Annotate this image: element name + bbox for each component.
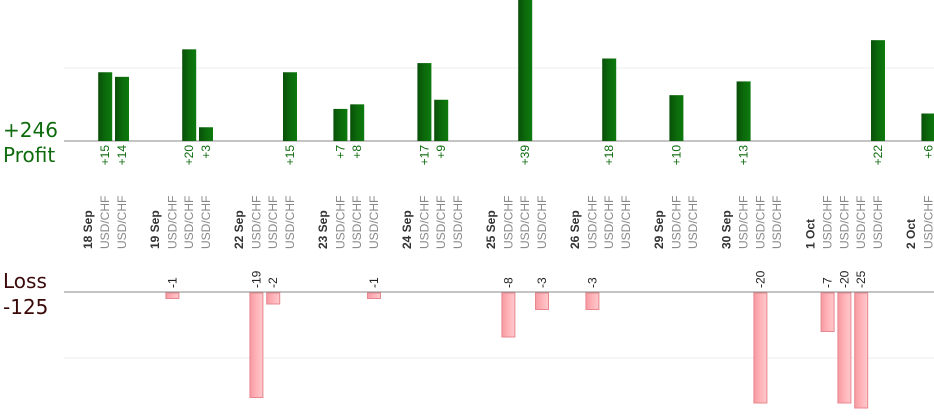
profit-value-label: +15: [98, 145, 112, 166]
profit-value-label: +10: [669, 145, 683, 166]
profit-value-label: +9: [434, 145, 448, 159]
pair-label: USD/CHF: [602, 196, 616, 249]
pair-label: USD/CHF: [266, 196, 280, 249]
pair-label: USD/CHF: [921, 196, 934, 249]
pair-label: USD/CHF: [669, 196, 683, 249]
profit-bar: [518, 0, 533, 141]
profit-value-label: +17: [417, 145, 431, 166]
date-label: 22 Sep: [232, 210, 246, 249]
loss-value-label: -8: [501, 277, 515, 288]
loss-value-label: -1: [367, 277, 381, 288]
pair-label: USD/CHF: [854, 196, 868, 249]
profit-bar: [115, 76, 129, 141]
profit-total: +246: [3, 118, 58, 142]
profit-bar: [199, 127, 213, 141]
profit-value-label: +13: [737, 145, 751, 166]
pair-label: USD/CHF: [283, 196, 297, 249]
pair-label: USD/CHF: [115, 196, 129, 249]
loss-total: -125: [3, 295, 49, 319]
profit-value-label: +3: [199, 145, 213, 159]
date-label: 1 Oct: [803, 219, 817, 249]
loss-bar: [367, 292, 381, 299]
date-label: 30 Sep: [719, 210, 733, 249]
date-label: 24 Sep: [400, 210, 414, 249]
profit-bar: [98, 72, 113, 141]
profit-value-label: +6: [921, 145, 934, 159]
loss-bar: [753, 292, 768, 404]
profit-bar: [921, 113, 934, 141]
profit-value-label: +22: [871, 145, 885, 166]
profit-bar: [434, 99, 449, 141]
pair-label: USD/CHF: [686, 196, 700, 249]
profit-value-label: +14: [115, 145, 129, 166]
loss-bar: [165, 292, 180, 299]
profit-value-label: +39: [518, 145, 532, 166]
date-label: 18 Sep: [81, 210, 95, 249]
pair-label: USD/CHF: [837, 196, 851, 249]
loss-value-label: -19: [249, 270, 263, 288]
pair-label: USD/CHF: [737, 196, 751, 249]
profit-value-label: +20: [182, 145, 196, 166]
date-label: 26 Sep: [568, 210, 582, 249]
loss-value-label: -1: [165, 277, 179, 288]
pair-label: USD/CHF: [535, 196, 549, 249]
loss-value-label: -20: [837, 270, 851, 288]
pair-label: USD/CHF: [182, 196, 196, 249]
date-label: 29 Sep: [652, 210, 666, 249]
pair-label: USD/CHF: [619, 196, 633, 249]
pair-label: USD/CHF: [770, 196, 784, 249]
profit-bar: [283, 72, 297, 141]
pair-label: USD/CHF: [501, 196, 515, 249]
pair-label: USD/CHF: [451, 196, 465, 249]
pair-label: USD/CHF: [753, 196, 767, 249]
date-label: 25 Sep: [484, 210, 498, 249]
profit-bar: [182, 49, 197, 142]
pair-label: USD/CHF: [350, 196, 364, 249]
profit-bar: [417, 63, 432, 142]
loss-value-label: -25: [854, 270, 868, 288]
pair-label: USD/CHF: [434, 196, 448, 249]
pair-label: USD/CHF: [249, 196, 263, 249]
date-label: 23 Sep: [316, 210, 330, 249]
loss-bar: [854, 292, 869, 409]
date-label: 19 Sep: [148, 210, 162, 249]
loss-bar: [585, 292, 600, 310]
profit-bar: [871, 40, 885, 141]
loss-bar: [501, 292, 516, 338]
loss-value-label: -3: [535, 277, 549, 288]
date-label: 2 Oct: [904, 219, 918, 249]
pair-label: USD/CHF: [518, 196, 532, 249]
pair-label: USD/CHF: [199, 196, 213, 249]
loss-value-label: -7: [821, 277, 835, 288]
loss-bar: [820, 292, 835, 332]
loss-bar: [266, 292, 281, 305]
profit-bar: [736, 81, 751, 141]
pair-label: USD/CHF: [821, 196, 835, 249]
pair-label: USD/CHF: [871, 196, 885, 249]
profit-value-label: +8: [350, 145, 364, 159]
loss-bar: [837, 292, 852, 404]
loss-value-label: -20: [753, 270, 767, 288]
loss-value-label: -2: [266, 277, 280, 288]
pair-label: USD/CHF: [417, 196, 431, 249]
profit-bar: [602, 58, 617, 141]
profit-label: Profit: [3, 143, 56, 167]
loss-bar: [249, 292, 264, 398]
loss-label: Loss: [3, 269, 47, 293]
profit-value-label: +15: [283, 145, 297, 166]
loss-value-label: -3: [585, 277, 599, 288]
pair-label: USD/CHF: [165, 196, 179, 249]
profit-value-label: +18: [602, 145, 616, 166]
pair-label: USD/CHF: [333, 196, 347, 249]
profit-bar: [333, 108, 348, 141]
loss-bar: [535, 292, 549, 310]
pair-label: USD/CHF: [367, 196, 381, 249]
pair-label: USD/CHF: [585, 196, 599, 249]
profit-bar: [350, 104, 365, 141]
profit-bar: [669, 95, 684, 141]
profit-value-label: +7: [333, 145, 347, 159]
pair-label: USD/CHF: [98, 196, 112, 249]
